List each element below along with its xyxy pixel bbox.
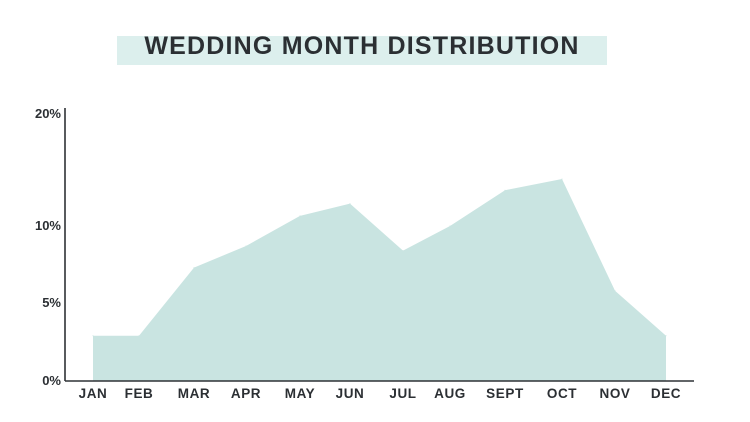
data-point-jun xyxy=(349,203,351,205)
x-tick-label-may: MAY xyxy=(285,386,316,401)
x-tick-label-jun: JUN xyxy=(336,386,365,401)
plot-area xyxy=(92,178,667,381)
data-point-jan xyxy=(92,335,94,337)
data-point-apr xyxy=(245,245,247,247)
x-tick-label-jul: JUL xyxy=(389,386,416,401)
data-point-oct xyxy=(561,178,563,180)
axes xyxy=(64,108,694,382)
x-tick-label-aug: AUG xyxy=(434,386,466,401)
data-point-feb xyxy=(138,335,140,337)
y-tick-label: 5% xyxy=(42,295,61,310)
x-tick-label-mar: MAR xyxy=(178,386,211,401)
x-tick-label-feb: FEB xyxy=(125,386,154,401)
data-point-may xyxy=(299,215,301,217)
data-point-aug xyxy=(449,225,451,227)
x-tick-label-oct: OCT xyxy=(547,386,577,401)
data-point-dec xyxy=(665,335,667,337)
y-tick-label: 10% xyxy=(35,218,61,233)
chart-title-group: WEDDING MONTH DISTRIBUTION xyxy=(117,32,607,65)
data-point-sept xyxy=(504,189,506,191)
data-point-nov xyxy=(614,290,616,292)
x-tick-label-nov: NOV xyxy=(599,386,630,401)
data-points xyxy=(92,178,667,337)
y-tick-label: 0% xyxy=(42,373,61,388)
y-tick-label: 20% xyxy=(35,106,61,121)
x-tick-label-jan: JAN xyxy=(79,386,108,401)
data-point-mar xyxy=(193,267,195,269)
x-axis-tick-labels: JAN FEB MAR APR MAY JUN JUL AUG SEPT OCT NOV DEC xyxy=(79,386,681,401)
x-tick-label-sept: SEPT xyxy=(486,386,524,401)
title-highlight xyxy=(117,36,607,65)
data-point-jul xyxy=(402,250,404,252)
y-axis-tick-labels: 0% 5% 10% 20% xyxy=(35,106,61,388)
area-series-fill xyxy=(93,179,666,381)
x-tick-label-apr: APR xyxy=(231,386,261,401)
chart-title: WEDDING MONTH DISTRIBUTION xyxy=(144,32,579,60)
x-tick-label-dec: DEC xyxy=(651,386,681,401)
